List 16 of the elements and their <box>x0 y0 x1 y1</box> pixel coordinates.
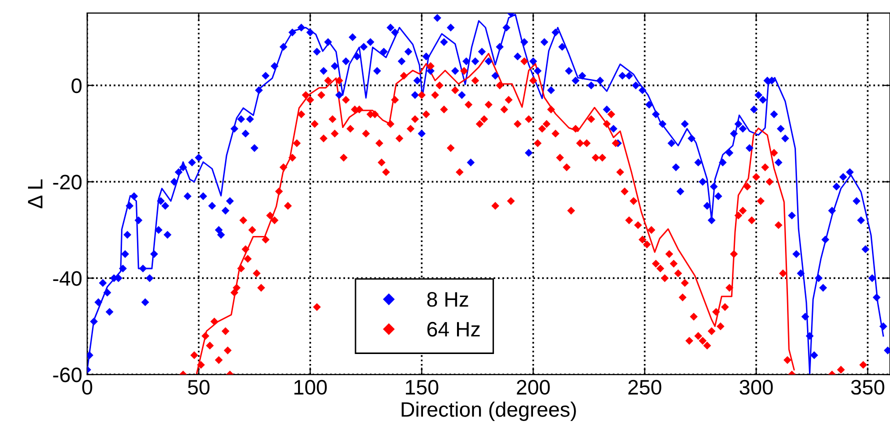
x-tick-label: 50 <box>188 380 210 395</box>
y-tick-label: -60 <box>53 368 82 382</box>
legend-label: 8 Hz <box>427 292 468 307</box>
y-tick-label: 0 <box>72 78 82 94</box>
x-tick-label: 100 <box>294 380 327 395</box>
x-tick-label: 200 <box>516 380 550 395</box>
x-tick-label: 300 <box>740 380 773 395</box>
y-tick-label: -20 <box>53 174 82 190</box>
x-tick-label: 350 <box>851 380 884 395</box>
y-axis-title: Δ L <box>28 179 42 208</box>
x-tick-label: 150 <box>406 380 438 395</box>
x-axis-title: Direction (degrees) <box>402 402 576 421</box>
y-tick-label: -40 <box>53 271 82 286</box>
x-tick-label: 250 <box>628 380 662 395</box>
x-tick-label: 0 <box>82 380 92 395</box>
legend-label: 64 Hz <box>427 322 480 337</box>
